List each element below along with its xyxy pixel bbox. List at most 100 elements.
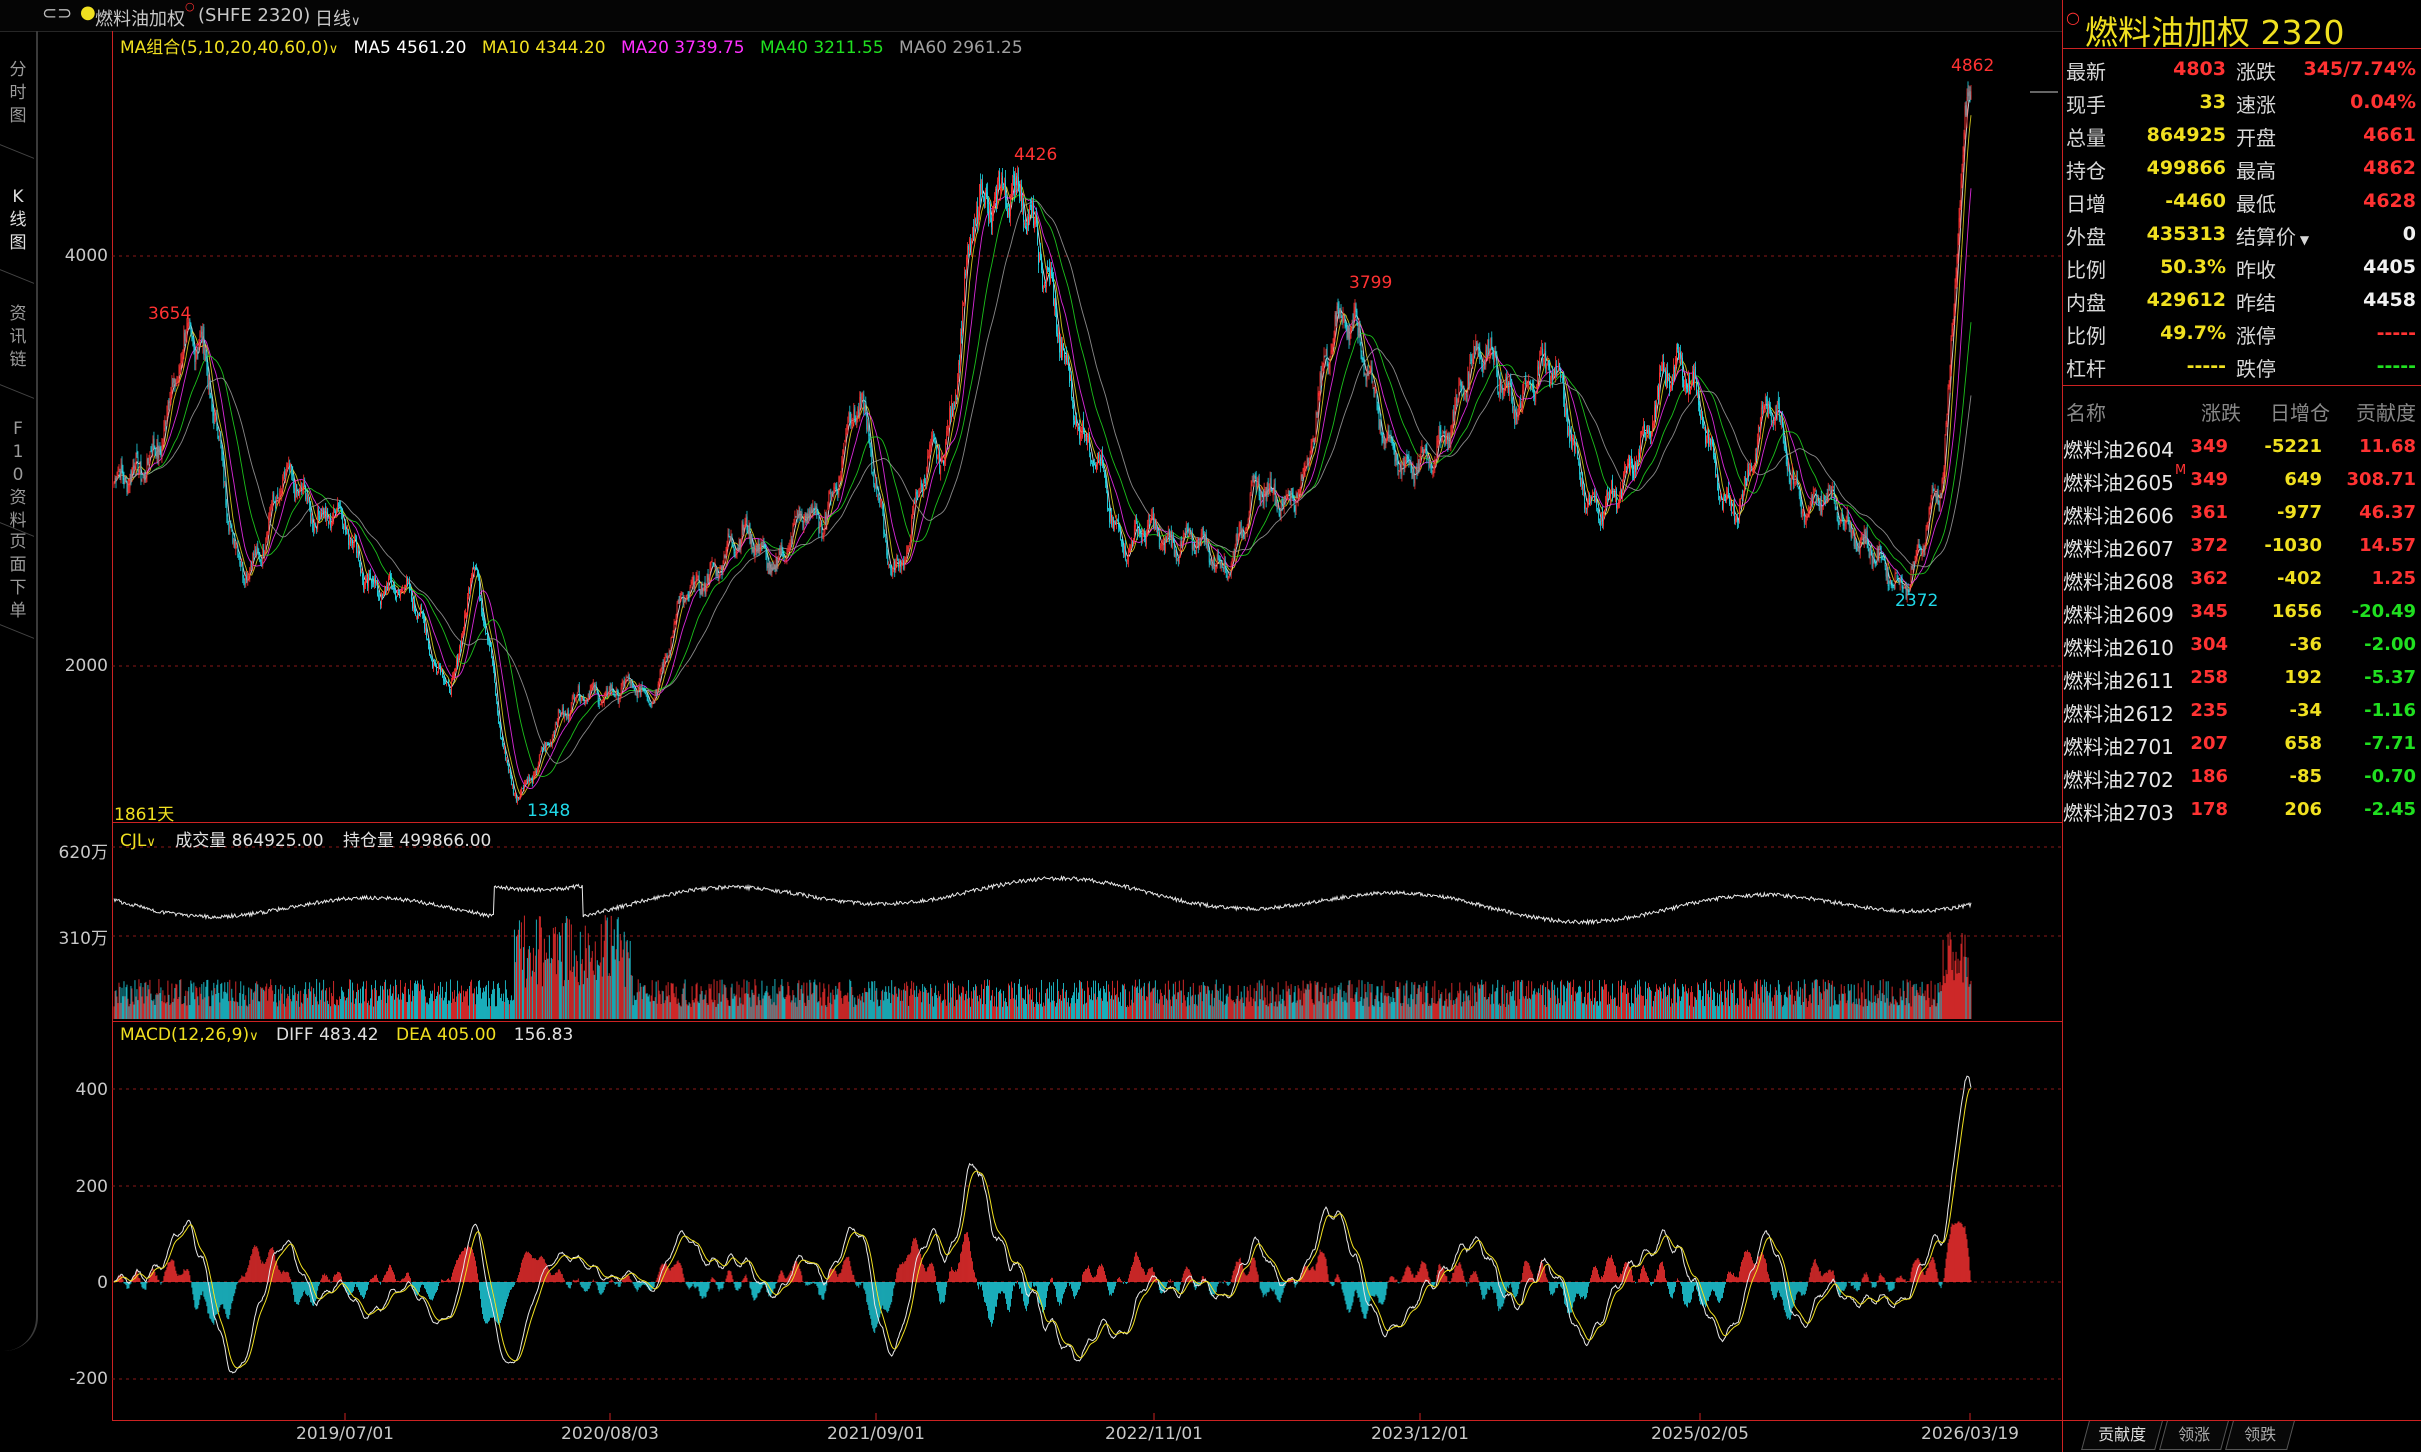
macd-bar <box>958 1263 960 1282</box>
macd-bar <box>1697 1282 1698 1292</box>
tab-news-chain[interactable]: 资讯链 <box>9 304 27 370</box>
volume-bar <box>239 992 241 1019</box>
macd-bar <box>1092 1277 1093 1282</box>
macd-bar <box>985 1282 986 1303</box>
volume-bar <box>851 986 853 1019</box>
volume-bar <box>293 995 295 1019</box>
volume-bar <box>1773 994 1775 1019</box>
volume-bar <box>192 992 194 1019</box>
macd-bar <box>1806 1282 1808 1287</box>
candle-body <box>360 565 362 574</box>
macd-bar <box>421 1282 422 1286</box>
macd-bar <box>1396 1279 1398 1282</box>
volume-bar <box>1596 1001 1598 1019</box>
macd-bar <box>913 1238 915 1282</box>
period-selector[interactable]: 日线∨ <box>315 5 361 31</box>
volume-bar <box>1501 987 1503 1019</box>
volume-bar <box>1054 1000 1055 1019</box>
volume-bar <box>1136 986 1138 1019</box>
macd-bar <box>1266 1282 1268 1293</box>
tab-order[interactable]: 页面下单 <box>9 532 27 621</box>
instrument-name[interactable]: 燃料油加权 <box>95 9 185 30</box>
macd-bar <box>1549 1282 1551 1291</box>
macd-bar <box>1508 1282 1510 1289</box>
candle-body <box>477 571 478 576</box>
macd-bar <box>1538 1270 1540 1282</box>
macd-bar <box>1475 1270 1477 1282</box>
candle-body <box>387 586 388 589</box>
macd-bar <box>554 1273 556 1282</box>
chart-canvas[interactable] <box>0 0 2062 1452</box>
macd-bar <box>1216 1282 1218 1287</box>
volume-bar <box>436 996 437 1019</box>
macd-bar <box>1650 1282 1651 1285</box>
macd-bar <box>582 1282 584 1289</box>
volume-bar <box>153 999 155 1019</box>
macd-bar <box>709 1282 711 1284</box>
volume-bar <box>1571 994 1573 1019</box>
macd-bar <box>1197 1282 1199 1287</box>
macd-bar <box>264 1263 266 1282</box>
macd-bar <box>1123 1281 1125 1282</box>
volume-bar <box>895 986 897 1019</box>
macd-bar <box>1575 1282 1577 1298</box>
macd-bar <box>1890 1282 1892 1292</box>
volume-bar <box>1874 995 1876 1019</box>
volume-bar <box>645 993 647 1019</box>
volume-bar <box>1720 981 1721 1019</box>
volume-bar <box>257 984 259 1019</box>
candle-body <box>400 593 401 597</box>
volume-bar <box>1346 1002 1348 1019</box>
volume-bar <box>809 979 811 1019</box>
macd-bar <box>1889 1282 1891 1291</box>
volume-bar <box>759 1000 761 1019</box>
macd-bar <box>1631 1269 1632 1282</box>
macd-bar <box>374 1275 375 1282</box>
volume-bar <box>1704 1006 1705 1019</box>
volume-bar <box>568 919 570 1019</box>
macd-bar <box>1847 1282 1849 1283</box>
macd-bar <box>1814 1258 1816 1282</box>
macd-bar <box>125 1282 127 1286</box>
macd-bar <box>387 1271 388 1282</box>
macd-bar <box>1300 1273 1302 1282</box>
macd-bar <box>1017 1280 1018 1282</box>
tab-intraday[interactable]: 分时图 <box>9 60 27 126</box>
volume-bar <box>1314 981 1316 1019</box>
volume-bar <box>1748 999 1750 1019</box>
macd-bar <box>217 1282 219 1314</box>
volume-bar <box>213 982 215 1019</box>
macd-bar <box>665 1263 667 1282</box>
volume-bar <box>1311 999 1313 1019</box>
volume-bar <box>1844 993 1846 1019</box>
volume-bar <box>855 1004 857 1019</box>
volume-bar <box>848 1001 850 1019</box>
candle-body <box>556 722 558 723</box>
candle-body <box>700 585 702 594</box>
macd-bar <box>983 1282 984 1297</box>
volume-bar <box>126 984 128 1019</box>
volume-bar <box>1792 1004 1794 1019</box>
macd-bar <box>838 1274 840 1282</box>
macd-bar <box>505 1282 507 1303</box>
macd-bar <box>954 1271 956 1282</box>
macd-bar <box>1897 1277 1899 1282</box>
candle-body <box>440 666 441 674</box>
macd-bar <box>1047 1282 1048 1292</box>
volume-bar <box>173 998 175 1019</box>
macd-bar <box>1935 1269 1937 1282</box>
macd-bar <box>805 1282 807 1286</box>
volume-bar <box>1106 1001 1108 1019</box>
volume-bar <box>1067 1002 1068 1019</box>
candle-body <box>563 713 565 719</box>
macd-bar <box>736 1282 738 1291</box>
macd-bar <box>1843 1282 1845 1291</box>
link-icon[interactable]: ⊂⊃ <box>42 3 73 24</box>
macd-bar <box>1805 1282 1807 1291</box>
volume-bar <box>1028 989 1029 1019</box>
macd-bar <box>982 1282 983 1291</box>
macd-bar <box>712 1277 714 1282</box>
volume-bar <box>987 979 988 1019</box>
